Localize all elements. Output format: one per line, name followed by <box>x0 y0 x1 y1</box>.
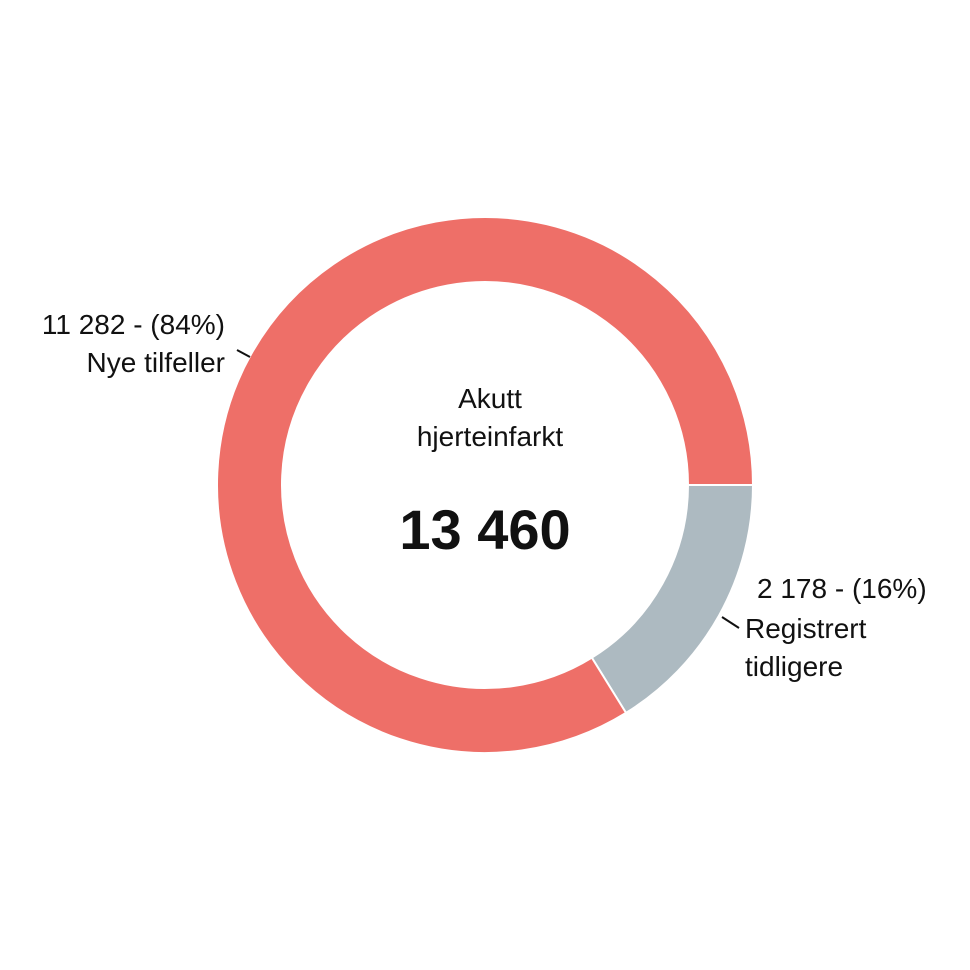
value-label: 2 178 - (16%) <box>757 573 927 604</box>
center-title: Akutt hjerteinfarkt <box>416 383 564 452</box>
category-label: Nye tilfeller <box>86 347 225 378</box>
value-label: 11 282 - (84%) <box>41 309 225 340</box>
donut-slice <box>216 216 755 754</box>
category-label: Registrert tidligere <box>745 613 867 682</box>
center-total: 13 460 <box>399 498 571 561</box>
leader-line <box>236 349 251 358</box>
leader-line <box>721 616 740 629</box>
